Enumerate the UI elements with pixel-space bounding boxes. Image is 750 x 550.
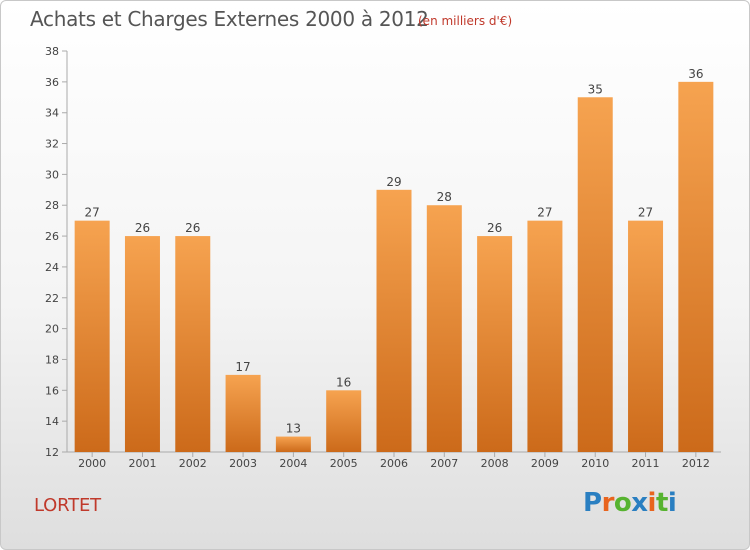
brand-logo[interactable]: Proxiti — [583, 488, 677, 518]
y-tick-label: 36 — [45, 76, 59, 89]
chart-axes: 12 14 16 18 20 22 24 26 28 30 32 34 36 38 2000 2001 2002… — [45, 45, 721, 470]
x-tick-label: 2006 — [380, 457, 408, 470]
bar-2012 — [678, 81, 714, 452]
data-label: 35 — [588, 82, 603, 96]
x-tick-label: 2008 — [481, 457, 509, 470]
data-label: 26 — [135, 221, 150, 235]
data-label: 26 — [487, 221, 502, 235]
bar-2005 — [326, 390, 362, 452]
y-tick-label: 30 — [45, 168, 59, 181]
bar-2002 — [175, 236, 211, 452]
y-tick-label: 22 — [45, 292, 59, 305]
brand-letter: x — [631, 488, 648, 518]
data-label: 29 — [386, 175, 401, 189]
brand-letter: o — [613, 488, 632, 518]
x-tick-label: 2011 — [632, 457, 660, 470]
y-tick-label: 38 — [45, 45, 59, 58]
data-label: 16 — [336, 375, 351, 389]
data-label: 27 — [638, 206, 653, 220]
data-label: 27 — [537, 206, 552, 220]
x-tick-label: 2004 — [279, 457, 307, 470]
y-tick-label: 32 — [45, 138, 59, 151]
brand-letter: i — [667, 488, 677, 518]
brand-letter: r — [601, 488, 615, 518]
y-tick-label: 20 — [45, 323, 59, 336]
x-tick-label: 2007 — [430, 457, 458, 470]
y-tick-label: 16 — [45, 384, 59, 397]
brand-letter: i — [647, 488, 657, 518]
y-tick-label: 28 — [45, 199, 59, 212]
chart-bars: 27 26 26 17 13 16 29 28 26 27 35 27 36 — [74, 67, 714, 453]
chart-title: Achats et Charges Externes 2000 à 2012 — [30, 7, 429, 31]
bar-2010 — [577, 97, 613, 453]
data-label: 27 — [85, 206, 100, 220]
data-label: 13 — [286, 422, 301, 436]
bar-2008 — [477, 236, 513, 452]
x-tick-label: 2009 — [531, 457, 559, 470]
bar-2003 — [225, 374, 261, 452]
y-tick-label: 12 — [45, 446, 59, 459]
x-tick-label: 2001 — [128, 457, 156, 470]
bar-2001 — [124, 236, 160, 452]
data-label: 28 — [437, 190, 452, 204]
x-tick-label: 2010 — [581, 457, 609, 470]
city-name: LORTET — [34, 495, 101, 516]
bar-2011 — [628, 220, 664, 452]
x-tick-label: 2003 — [229, 457, 257, 470]
brand-letter: P — [583, 488, 602, 518]
x-tick-label: 2012 — [682, 457, 710, 470]
y-tick-label: 24 — [45, 261, 59, 274]
x-tick-label: 2000 — [78, 457, 106, 470]
x-tick-label: 2005 — [330, 457, 358, 470]
y-tick-label: 34 — [45, 107, 59, 120]
y-tick-label: 26 — [45, 230, 59, 243]
data-label: 26 — [185, 221, 200, 235]
x-tick-label: 2002 — [179, 457, 207, 470]
y-tick-label: 14 — [45, 415, 59, 428]
bar-2007 — [426, 205, 462, 452]
y-tick-label: 18 — [45, 353, 59, 366]
bar-2006 — [376, 189, 412, 453]
data-label: 17 — [235, 360, 250, 374]
bar-2009 — [527, 220, 563, 452]
brand-letter: t — [655, 488, 668, 518]
bar-2004 — [275, 436, 311, 452]
data-label: 36 — [688, 67, 703, 81]
bar-2000 — [74, 220, 110, 452]
chart-unit: (en milliers d'€) — [418, 14, 513, 28]
